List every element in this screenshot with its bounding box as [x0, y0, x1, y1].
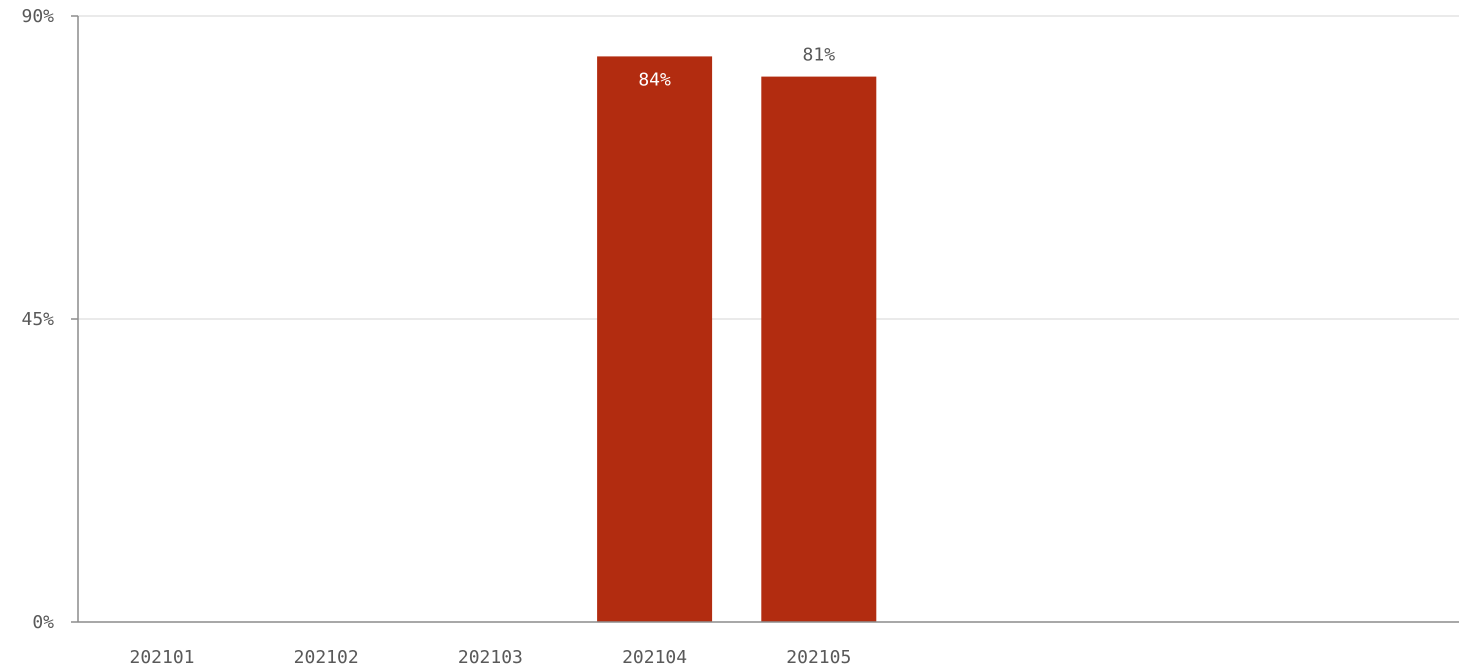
x-tick-label: 202101: [129, 647, 194, 668]
bar-202105[interactable]: [761, 76, 877, 623]
data-label-202105: 81%: [803, 45, 836, 66]
y-axis-ticks: 0% 45% 90%: [21, 6, 78, 633]
data-label-202104: 84%: [638, 69, 671, 90]
bar-202104[interactable]: [597, 56, 713, 622]
y-tick-label: 0%: [32, 612, 54, 633]
y-tick-label: 45%: [21, 309, 54, 330]
x-tick-label: 202105: [786, 647, 851, 668]
data-labels: 84% 81%: [638, 45, 835, 91]
x-axis-ticks: 202101 202102 202103 202104 202105: [129, 647, 851, 668]
x-tick-label: 202104: [622, 647, 687, 668]
bars: [597, 56, 877, 623]
x-tick-label: 202103: [458, 647, 523, 668]
x-tick-label: 202102: [294, 647, 359, 668]
y-tick-label: 90%: [21, 6, 54, 27]
